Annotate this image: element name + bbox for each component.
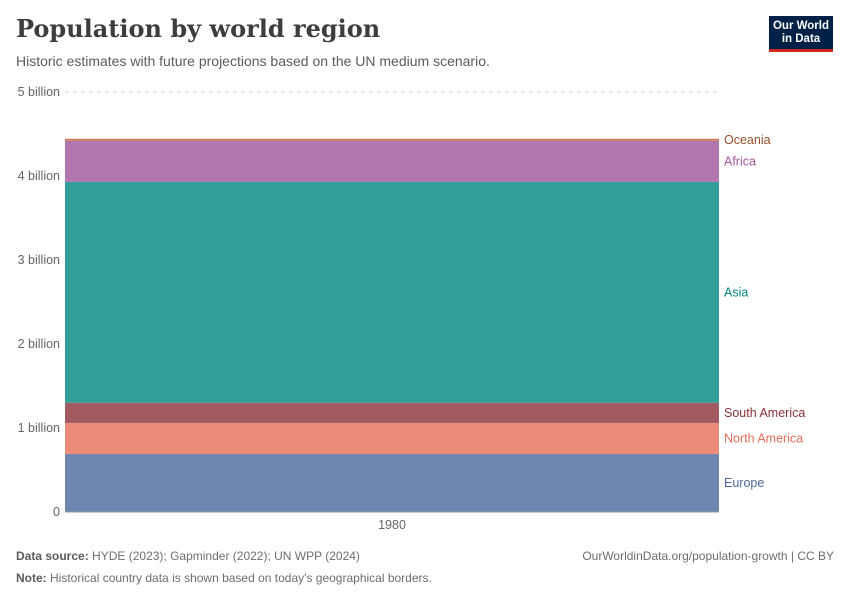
chart-subtitle: Historic estimates with future projectio… <box>16 53 490 69</box>
y-tick-label: 5 billion <box>18 85 60 99</box>
source-url[interactable]: OurWorldinData.org/population-growth | C… <box>582 549 834 563</box>
chart-title: Population by world region <box>16 14 381 43</box>
owid-logo[interactable]: Our World in Data <box>769 16 833 52</box>
note-label: Note: <box>16 571 47 585</box>
note-text: Historical country data is shown based o… <box>50 571 432 585</box>
area-band-south-america[interactable] <box>65 402 719 423</box>
y-tick-label: 2 billion <box>18 337 60 351</box>
area-band-asia[interactable] <box>65 181 719 403</box>
y-tick-label: 3 billion <box>18 253 60 267</box>
series-label-oceania[interactable]: Oceania <box>724 133 771 147</box>
area-band-oceania[interactable] <box>65 138 719 141</box>
series-label-europe[interactable]: Europe <box>724 476 764 490</box>
y-tick-label: 1 billion <box>18 421 60 435</box>
logo-line-2: in Data <box>781 33 821 45</box>
series-label-south-america[interactable]: South America <box>724 406 805 420</box>
series-label-asia[interactable]: Asia <box>724 285 748 299</box>
area-band-africa[interactable] <box>65 140 719 182</box>
source-label: Data source: <box>16 549 89 563</box>
series-label-africa[interactable]: Africa <box>724 154 756 168</box>
chart-note: Note: Historical country data is shown b… <box>16 571 432 585</box>
logo-line-1: Our World <box>772 20 829 32</box>
area-band-europe[interactable] <box>65 454 719 512</box>
y-tick-label: 0 <box>53 505 60 519</box>
source-text[interactable]: HYDE (2023); Gapminder (2022); UN WPP (2… <box>92 549 360 563</box>
area-band-north-america[interactable] <box>65 422 719 455</box>
data-source: Data source: HYDE (2023); Gapminder (202… <box>16 549 360 563</box>
series-label-north-america[interactable]: North America <box>724 432 803 446</box>
x-tick-label: 1980 <box>378 518 406 532</box>
y-tick-label: 4 billion <box>18 169 60 183</box>
